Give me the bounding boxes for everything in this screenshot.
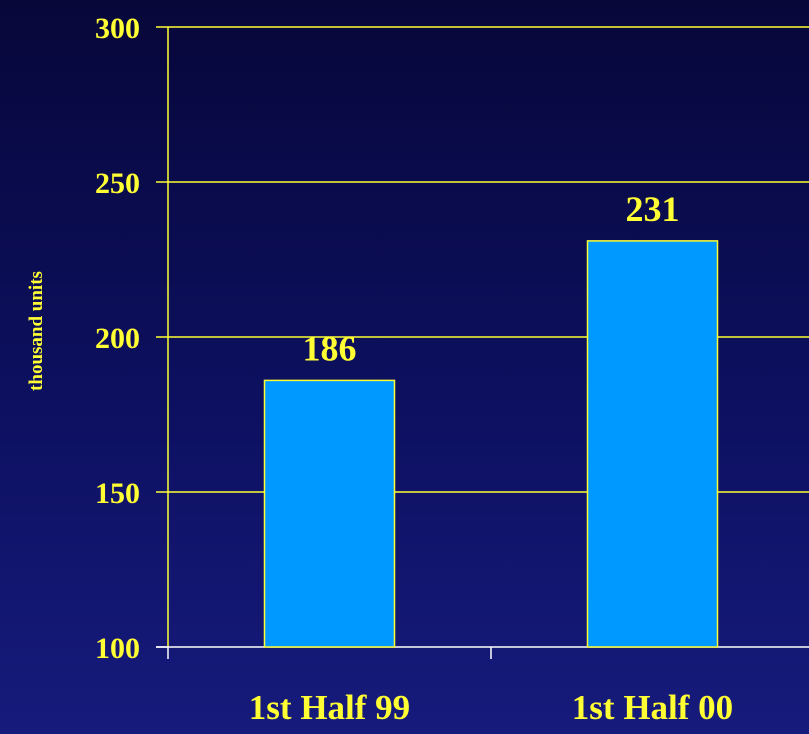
labels: 100 150 200 250 300 186 1st Half 99 231 1st Half…: [95, 12, 733, 727]
data-label: 186: [303, 328, 357, 368]
y-tick-label: 300: [95, 12, 140, 45]
y-tick-label: 200: [95, 322, 140, 355]
y-axis-title: thousand units: [26, 271, 47, 391]
y-tick-label: 100: [95, 632, 140, 665]
data-label: 231: [626, 189, 680, 229]
x-category-label: 1st Half 00: [572, 688, 733, 727]
bars: [263, 240, 719, 648]
x-category-label: 1st Half 99: [249, 688, 410, 727]
y-tick-label: 150: [95, 477, 140, 510]
bar: [263, 379, 396, 648]
y-tick-label: 250: [95, 167, 140, 200]
bar: [586, 240, 719, 648]
